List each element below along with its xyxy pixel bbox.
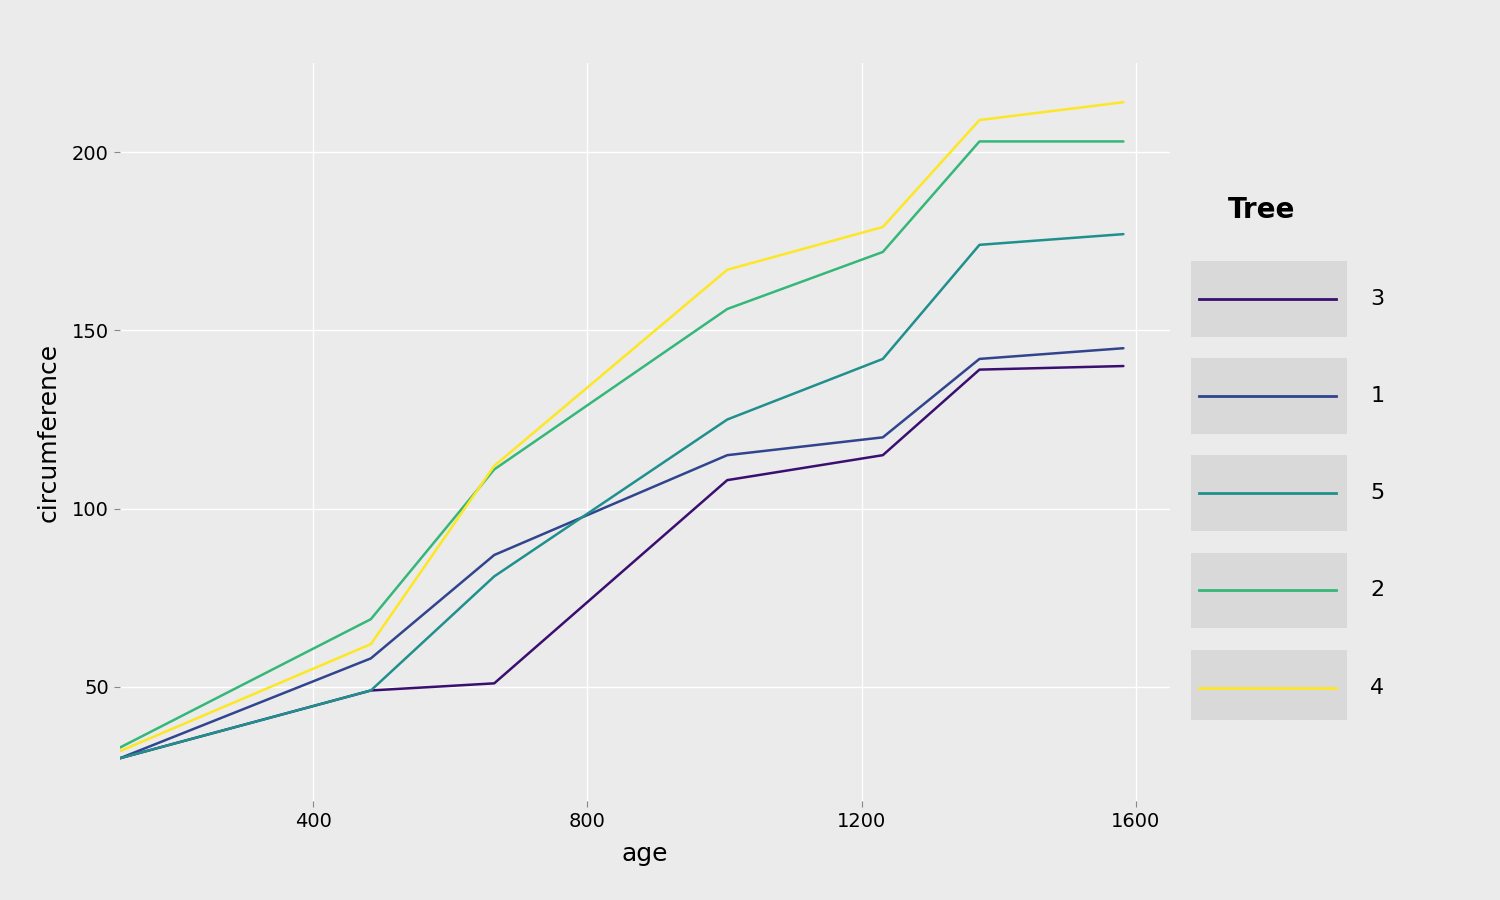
1 <box>362 653 380 664</box>
X-axis label: age: age <box>621 842 668 866</box>
Text: 4: 4 <box>1371 678 1384 698</box>
4 <box>484 461 502 472</box>
3 <box>484 678 502 688</box>
2 <box>484 464 502 475</box>
1 <box>874 432 892 443</box>
4 <box>970 114 988 125</box>
4 <box>111 746 129 757</box>
FancyBboxPatch shape <box>1191 358 1347 434</box>
1 <box>111 752 129 763</box>
Line: 5: 5 <box>120 234 1124 758</box>
3 <box>718 474 736 485</box>
1 <box>718 450 736 461</box>
4 <box>362 639 380 650</box>
5 <box>718 414 736 425</box>
Text: Tree: Tree <box>1227 196 1294 224</box>
1 <box>484 550 502 561</box>
2 <box>111 742 129 753</box>
4 <box>718 265 736 275</box>
3 <box>1114 361 1132 372</box>
Text: 2: 2 <box>1371 580 1384 600</box>
1 <box>970 354 988 364</box>
Line: 4: 4 <box>120 103 1124 752</box>
1 <box>1114 343 1132 354</box>
Line: 1: 1 <box>120 348 1124 758</box>
5 <box>484 571 502 581</box>
2 <box>362 614 380 625</box>
FancyBboxPatch shape <box>1191 650 1347 725</box>
Text: 5: 5 <box>1371 483 1384 503</box>
4 <box>874 221 892 232</box>
5 <box>111 752 129 763</box>
5 <box>362 685 380 696</box>
2 <box>874 247 892 257</box>
2 <box>718 303 736 314</box>
FancyBboxPatch shape <box>1191 455 1347 531</box>
Line: 2: 2 <box>120 141 1124 748</box>
FancyBboxPatch shape <box>1191 553 1347 628</box>
Line: 3: 3 <box>120 366 1124 758</box>
5 <box>970 239 988 250</box>
3 <box>111 752 129 763</box>
Y-axis label: circumference: circumference <box>36 342 60 522</box>
3 <box>362 685 380 696</box>
FancyBboxPatch shape <box>1191 261 1347 337</box>
5 <box>1114 229 1132 239</box>
3 <box>874 450 892 461</box>
5 <box>874 354 892 364</box>
3 <box>970 364 988 375</box>
Text: 1: 1 <box>1371 386 1384 406</box>
4 <box>1114 97 1132 108</box>
2 <box>970 136 988 147</box>
Text: 3: 3 <box>1371 289 1384 309</box>
2 <box>1114 136 1132 147</box>
